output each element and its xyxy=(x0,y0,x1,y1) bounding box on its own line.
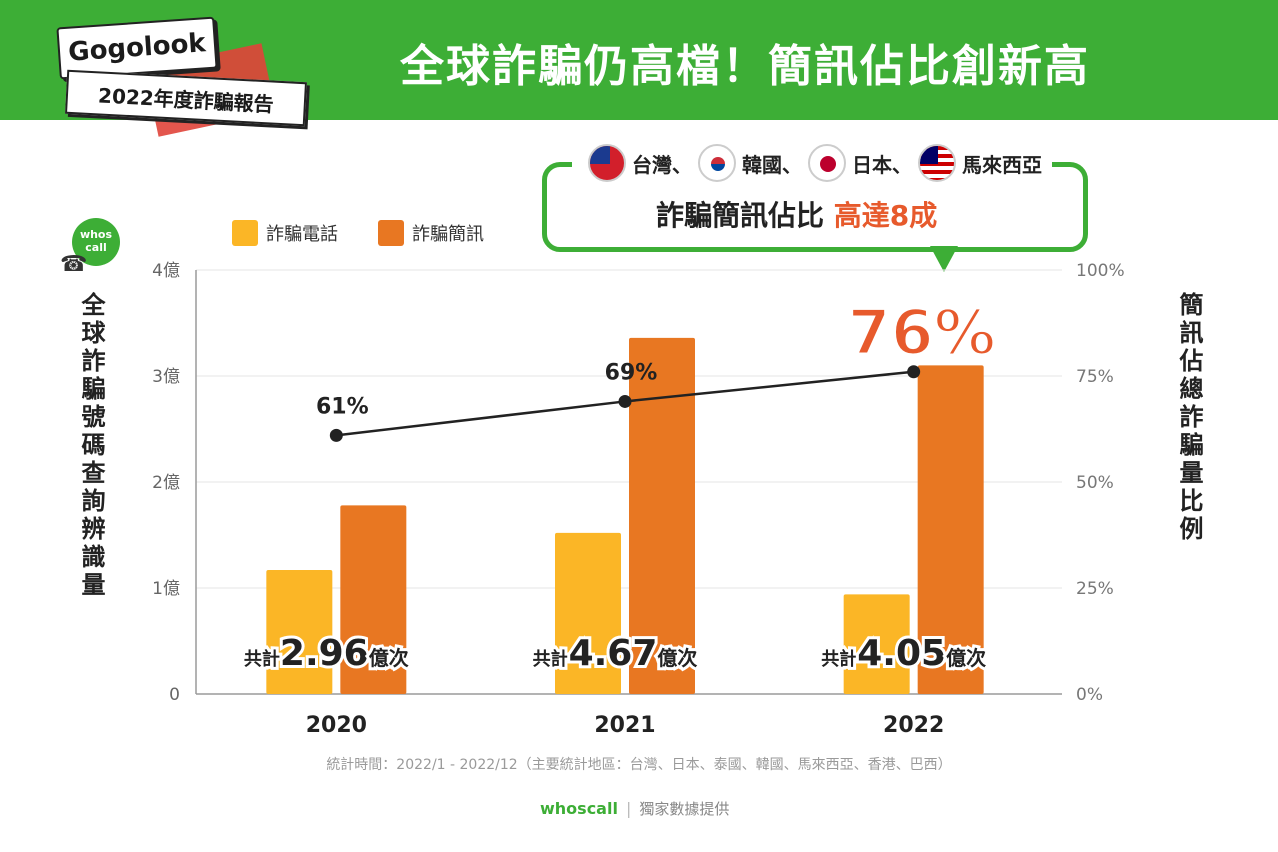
ratio-label: 69% xyxy=(605,360,658,385)
total-label: 共計2.96億次 xyxy=(244,633,409,674)
country-label: 韓國、 xyxy=(742,152,802,177)
bar-sms xyxy=(340,505,407,694)
callout-highlight: 高達8成 xyxy=(833,199,938,232)
phone-icon: ☎ xyxy=(60,252,88,277)
total-label: 共計4.67億次 xyxy=(533,633,698,674)
whoscall-badge: whos call xyxy=(72,218,120,266)
x-tick-label: 2020 xyxy=(306,713,367,738)
footnote: 統計時間：2022/1 - 2022/12（主要統計地區：台灣、日本、泰國、韓國… xyxy=(326,757,952,773)
y-tick-label: 2億 xyxy=(152,473,180,493)
y-tick-label: 4億 xyxy=(152,261,180,281)
legend-label: 詐騙簡訊 xyxy=(412,224,484,245)
credit-text: 獨家數據提供 xyxy=(639,800,730,818)
total-prefix: 共計 xyxy=(533,648,569,670)
legend-swatch xyxy=(378,220,404,246)
x-tick-label: 2022 xyxy=(883,713,944,738)
y-right-tick-label: 50% xyxy=(1076,473,1114,493)
bar-phone xyxy=(555,532,621,694)
country-label: 日本、 xyxy=(852,152,912,177)
japan-flag-icon xyxy=(808,144,846,182)
credit-brand: whoscall xyxy=(540,799,618,818)
total-suffix: 億次 xyxy=(657,646,697,670)
bar-sms xyxy=(917,365,984,694)
total-suffix: 億次 xyxy=(946,646,986,670)
y-right-tick-label: 25% xyxy=(1076,579,1114,599)
callout-text-main: 詐騙簡訊佔比 xyxy=(656,199,834,232)
ratio-label: 61% xyxy=(316,394,369,419)
credit-separator: | xyxy=(625,799,632,818)
legend-label: 詐騙電話 xyxy=(266,224,338,245)
bar-sms xyxy=(629,337,695,694)
country-label: 馬來西亞 xyxy=(962,152,1042,177)
country-list: 台灣、 韓國、 日本、 馬來西亞 xyxy=(572,140,1052,186)
total-prefix: 共計 xyxy=(244,648,280,670)
korea-flag-icon xyxy=(698,144,736,182)
ratio-point xyxy=(329,428,343,442)
ratio-point xyxy=(618,394,632,408)
taiwan-flag-icon xyxy=(588,144,626,182)
total-value: 4.05 xyxy=(857,633,946,674)
right-axis-title: 簡訊佔總詐騙量比例 xyxy=(1175,292,1203,544)
ratio-label: 76% xyxy=(847,296,995,369)
total-value: 4.67 xyxy=(569,633,658,674)
total-prefix: 共計 xyxy=(821,648,857,670)
y-tick-label: 0 xyxy=(169,685,180,705)
total-label: 共計4.05億次 xyxy=(821,633,986,674)
total-value: 2.96 xyxy=(280,633,369,674)
bar-phone xyxy=(266,569,333,694)
left-axis-title: 全球詐騙號碼查詢辨識量 xyxy=(77,292,105,600)
total-suffix: 億次 xyxy=(369,646,409,670)
ratio-point xyxy=(907,365,921,379)
credit-line: whoscall | 獨家數據提供 xyxy=(540,798,729,819)
bar-phone xyxy=(843,594,910,694)
country-label: 台灣、 xyxy=(632,152,692,177)
callout-text: 詐騙簡訊佔比 高達8成 xyxy=(656,194,937,234)
legend-swatch xyxy=(232,220,258,246)
y-tick-label: 3億 xyxy=(152,367,180,387)
malaysia-flag-icon xyxy=(918,144,956,182)
y-right-tick-label: 0% xyxy=(1076,685,1103,705)
y-right-tick-label: 100% xyxy=(1076,261,1125,281)
y-tick-label: 1億 xyxy=(152,579,180,599)
y-right-tick-label: 75% xyxy=(1076,367,1114,387)
callout-tail xyxy=(930,246,958,272)
x-tick-label: 2021 xyxy=(594,713,655,738)
page-title: 全球詐騙仍高檔！簡訊佔比創新高 xyxy=(400,41,1090,92)
